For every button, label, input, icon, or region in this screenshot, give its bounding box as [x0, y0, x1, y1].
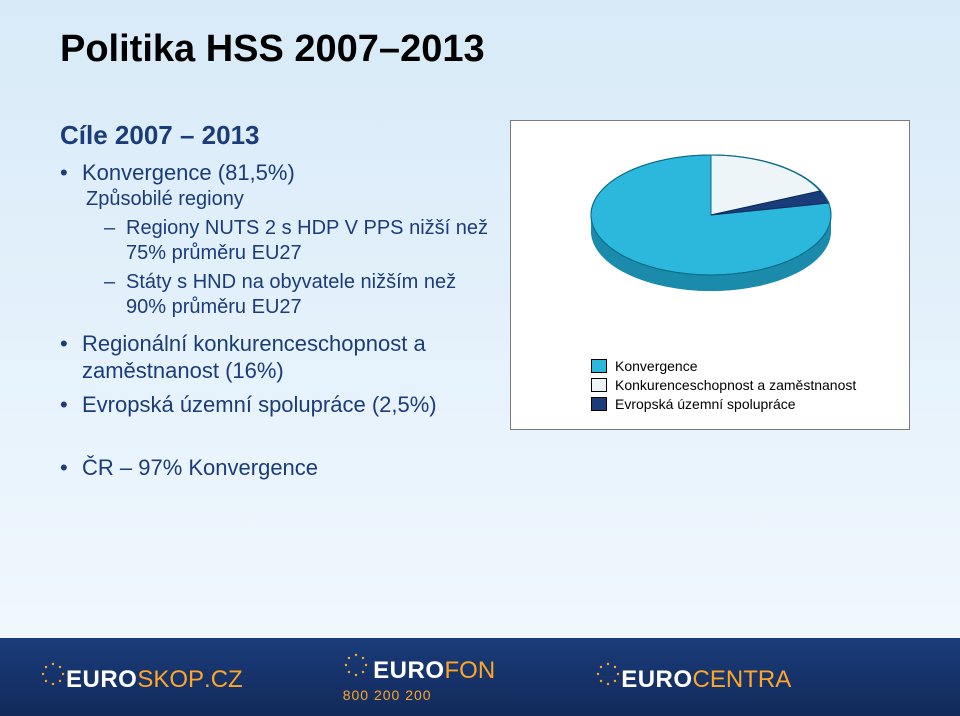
phone-number: 800 200 200: [343, 687, 432, 703]
brand-part2: SKOP: [137, 666, 204, 694]
legend-label: Konkurenceschopnost a zaměstnanost: [615, 377, 856, 393]
legend-label: Evropská územní spolupráce: [615, 396, 796, 412]
sub-list: Regiony NUTS 2 s HDP V PPS nižší než 75%…: [104, 216, 490, 320]
chart-legend: Konvergence Konkurenceschopnost a zaměst…: [591, 358, 856, 415]
stars-icon: [595, 661, 621, 692]
brand-eurofon: EUROFON 800 200 200: [343, 652, 495, 703]
legend-item: Konvergence: [591, 358, 856, 374]
brand-part2: FON: [445, 657, 496, 684]
legend-swatch: [591, 378, 607, 392]
brand-eurocentra: EUROCENTRA: [595, 661, 791, 694]
stars-icon: [343, 652, 369, 683]
sub-list-item: Státy s HND na obyvatele nižším než 90% …: [104, 270, 490, 320]
pie-graphic: [581, 139, 841, 309]
legend-swatch: [591, 359, 607, 373]
brand-part1: EURO: [621, 666, 692, 694]
brand-suffix: .CZ: [204, 666, 243, 694]
content-block: Cíle 2007 – 2013 Konvergence (81,5%) Způ…: [60, 120, 490, 488]
sub-list-item: Regiony NUTS 2 s HDP V PPS nižší než 75%…: [104, 216, 490, 266]
footnote-item: ČR – 97% Konvergence: [60, 454, 490, 482]
brand-euroskop: EUROSKOP.CZ: [40, 661, 243, 694]
subtitle: Cíle 2007 – 2013: [60, 120, 490, 151]
brand-part1: EURO: [373, 657, 444, 684]
legend-label: Konvergence: [615, 358, 698, 374]
pie-chart: Konvergence Konkurenceschopnost a zaměst…: [510, 120, 910, 430]
page-title: Politika HSS 2007–2013: [60, 28, 485, 71]
item-sublabel: Způsobilé regiony: [86, 187, 490, 212]
list-item: Regionální konkurenceschopnost a zaměstn…: [60, 330, 490, 385]
legend-item: Evropská územní spolupráce: [591, 396, 856, 412]
list-item: Evropská územní spolupráce (2,5%): [60, 391, 490, 419]
stars-icon: [40, 661, 66, 692]
legend-item: Konkurenceschopnost a zaměstnanost: [591, 377, 856, 393]
legend-swatch: [591, 397, 607, 411]
bullet-list: Konvergence (81,5%) Způsobilé regiony Re…: [60, 159, 490, 418]
item-label: Konvergence (81,5%): [82, 160, 295, 185]
footer-bar: EUROSKOP.CZ EUROFON 800 200 200 EUROCENT…: [0, 638, 960, 716]
brand-part1: EURO: [66, 666, 137, 694]
slide: Politika HSS 2007–2013 Cíle 2007 – 2013 …: [0, 0, 960, 716]
list-item: Konvergence (81,5%) Způsobilé regiony Re…: [60, 159, 490, 320]
footnote-list: ČR – 97% Konvergence: [60, 454, 490, 482]
brand-part2: CENTRA: [693, 666, 792, 694]
